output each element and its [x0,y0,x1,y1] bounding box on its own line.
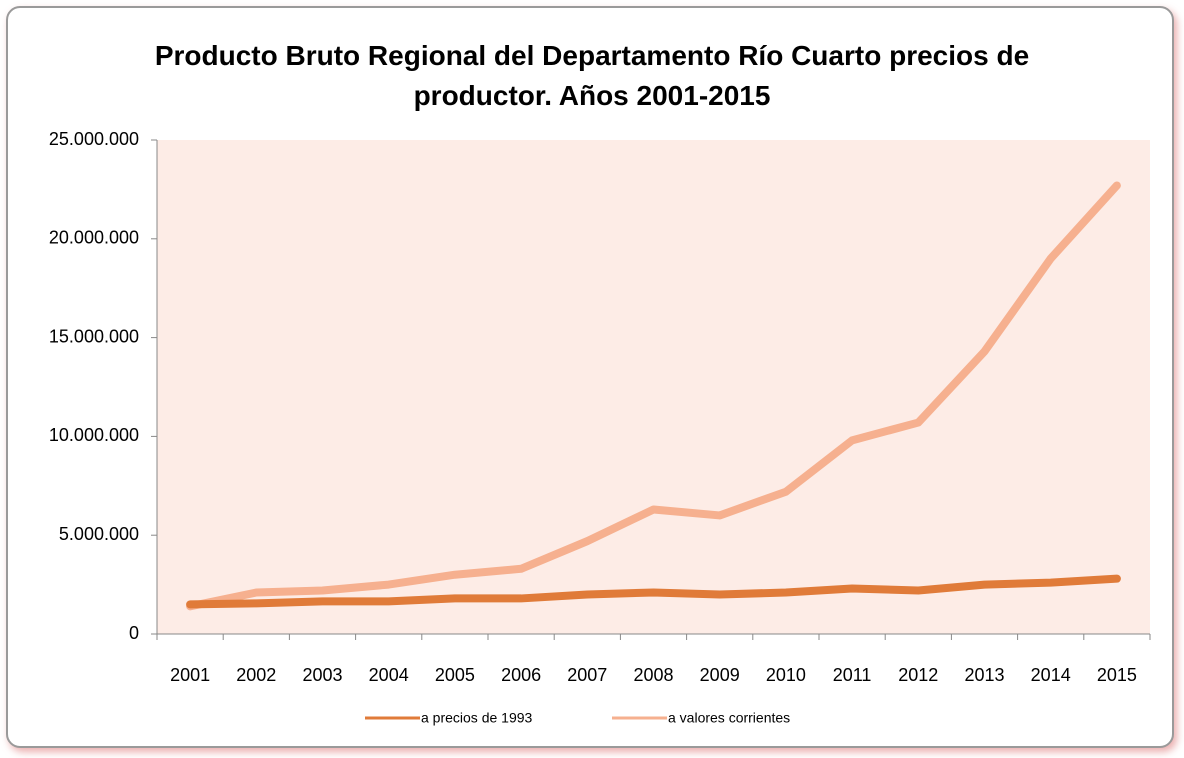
x-tick-label: 2004 [369,665,409,685]
x-tick-label: 2006 [501,665,541,685]
x-tick-label: 2013 [964,665,1004,685]
x-tick-label: 2005 [435,665,475,685]
y-tick-label: 25.000.000 [49,129,139,149]
x-tick-label: 2012 [898,665,938,685]
legend-label: a valores corrientes [668,710,790,726]
y-tick-label: 15.000.000 [49,326,139,346]
x-tick-label: 2011 [833,665,872,685]
x-tick-label: 2007 [567,665,607,685]
y-tick-label: 5.000.000 [59,524,139,544]
y-tick-label: 10.000.000 [49,425,139,445]
x-tick-label: 2001 [170,665,210,685]
x-tick-label: 2014 [1031,665,1071,685]
x-tick-label: 2010 [766,665,806,685]
x-tick-label: 2002 [236,665,276,685]
x-tick-label: 2009 [700,665,740,685]
y-tick-label: 20.000.000 [49,228,139,248]
chart-title: Producto Bruto Regional del Departamento… [154,40,1030,111]
legend-label: a precios de 1993 [421,710,533,726]
series-line [186,181,1121,611]
y-tick-label: 0 [129,623,139,643]
x-tick-label: 2008 [633,665,673,685]
x-tick-label: 2015 [1097,665,1137,685]
plot-area [157,140,1150,634]
title-wrap: Producto Bruto Regional del Departamento… [0,36,1184,116]
x-tick-label: 2003 [302,665,342,685]
series-line [186,574,1121,609]
